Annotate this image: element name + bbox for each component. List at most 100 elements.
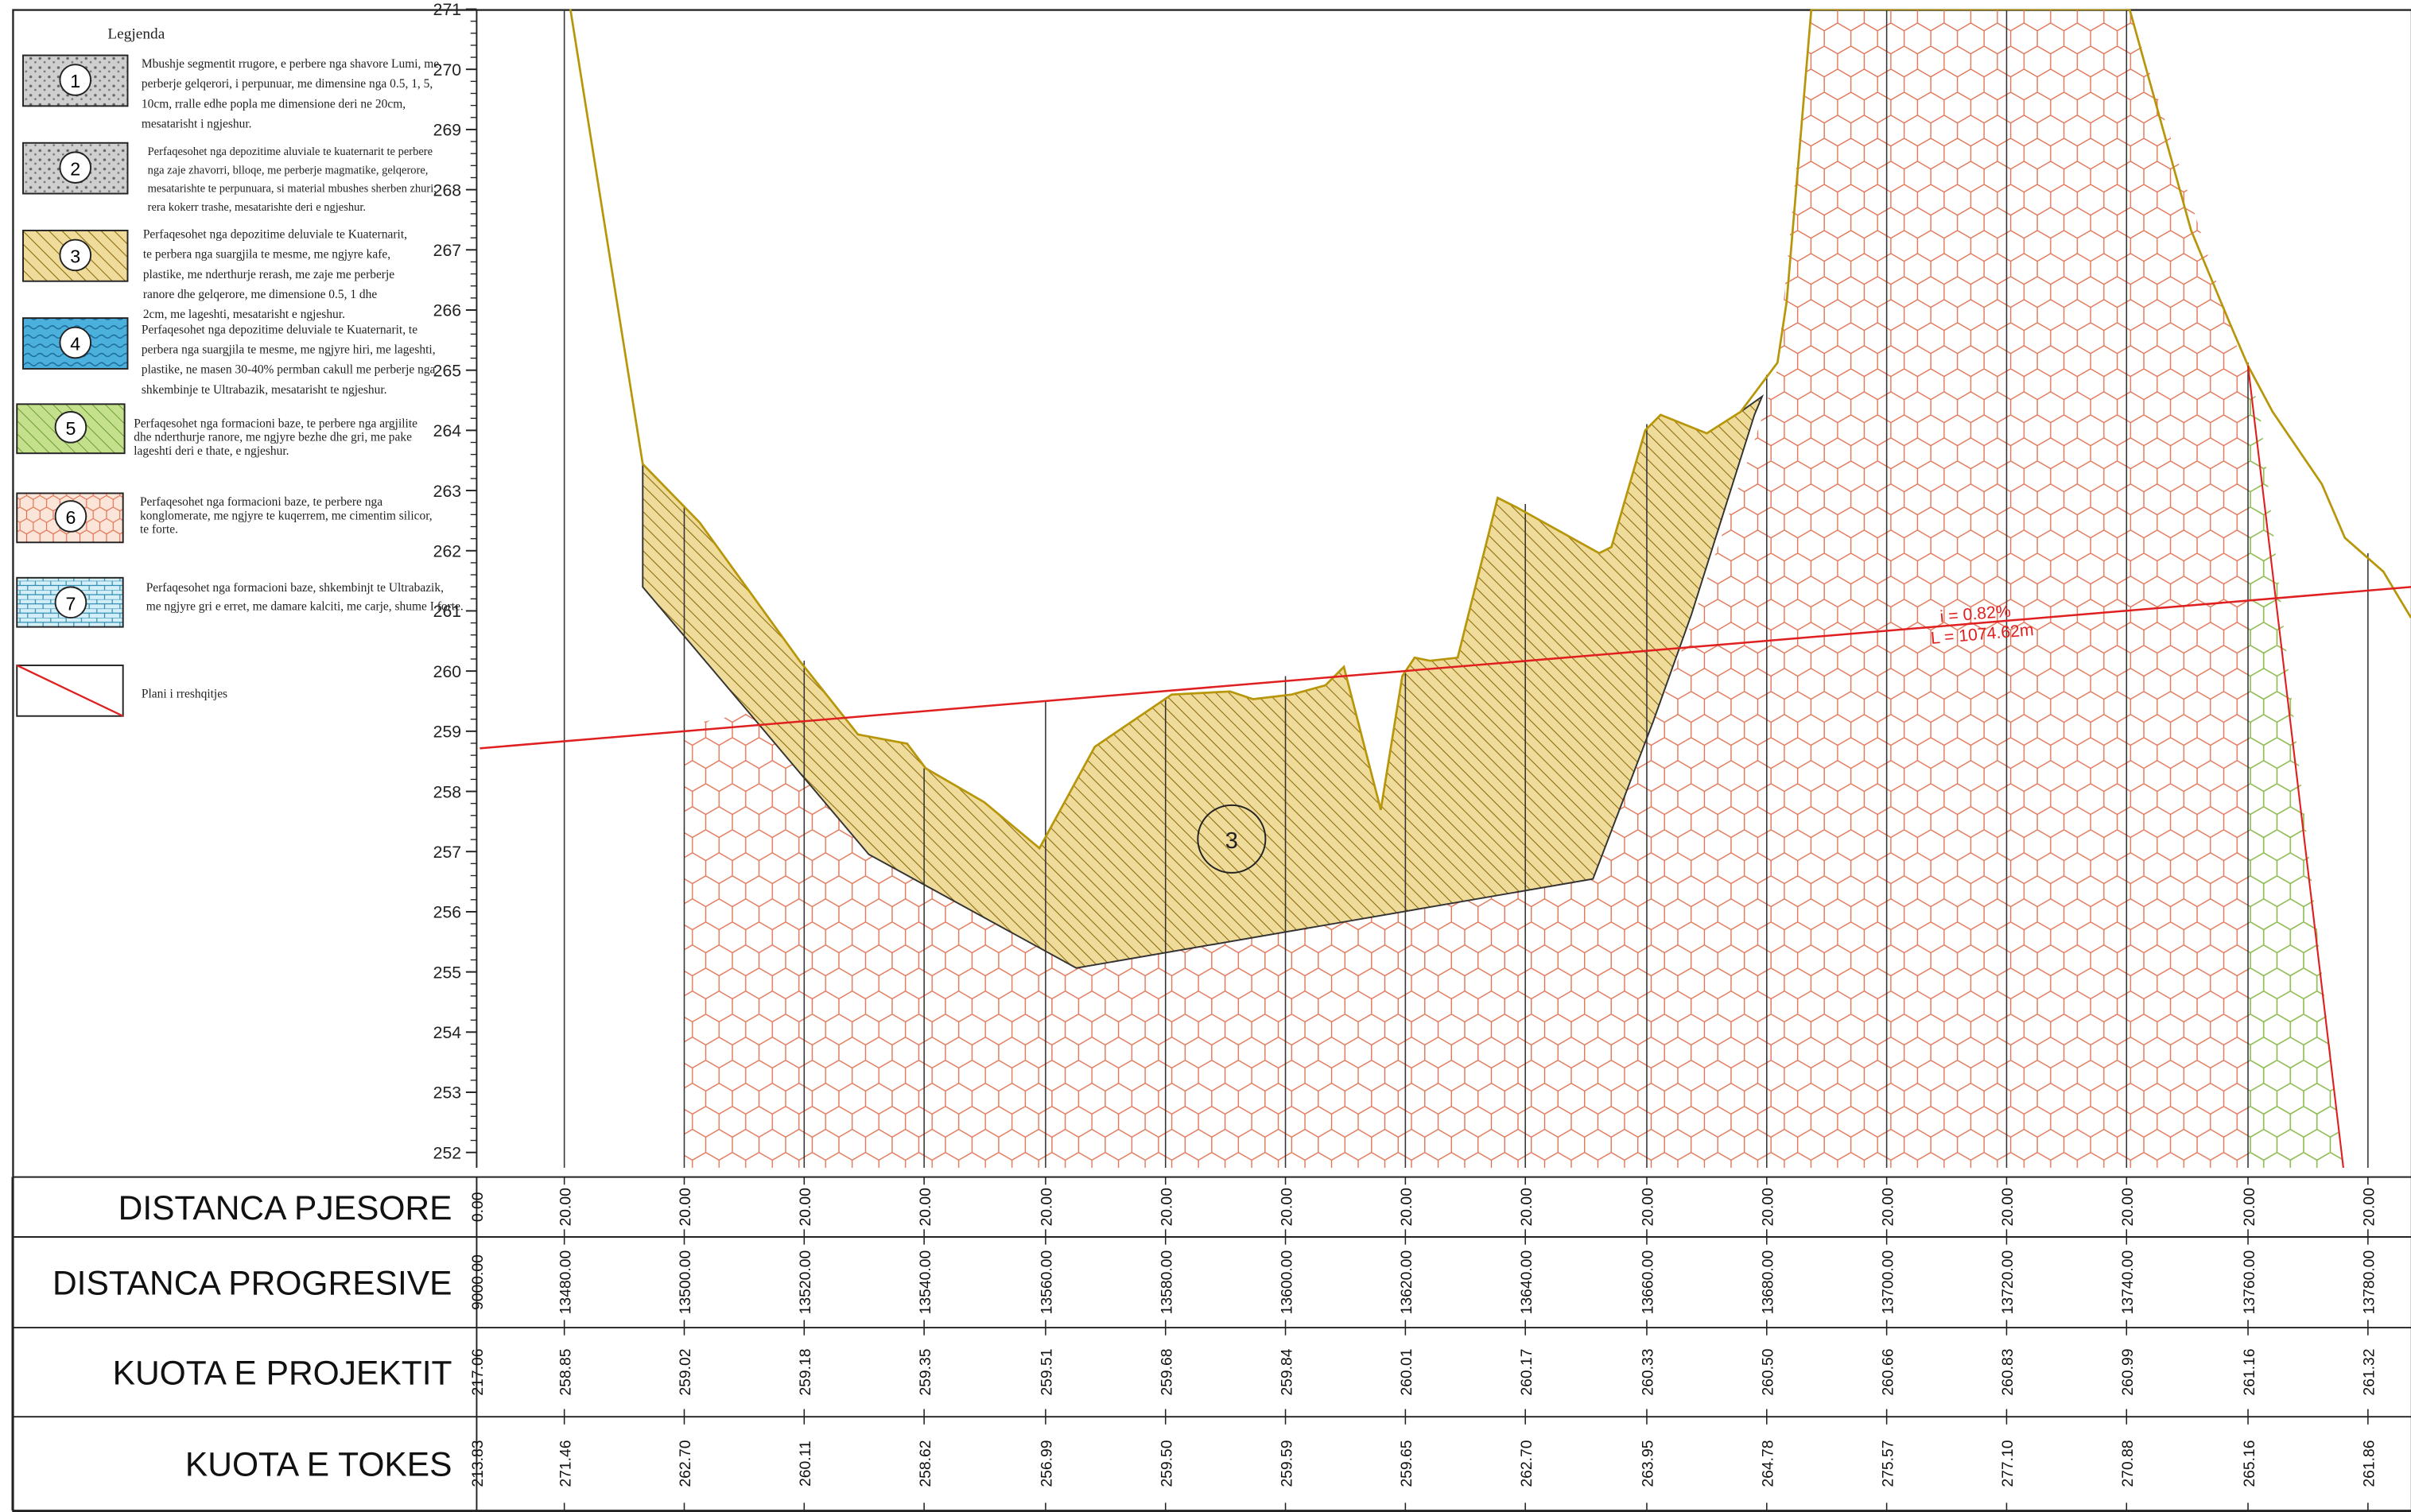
layer-3-marker — [1197, 804, 1267, 874]
elevation-tick-label: 263 — [433, 482, 461, 501]
table-cell: 258.62 — [918, 1440, 934, 1487]
elevation-tick-label: 264 — [433, 421, 462, 440]
legend-item-4-id: 4 — [70, 334, 80, 355]
svg-text:Mbushje segmentit rrugore, e p: Mbushje segmentit rrugore, e perbere nga… — [142, 57, 439, 130]
legend-item-5-line-2: dhe nderthurje ranore, me ngjyre bezhe d… — [134, 431, 412, 444]
table-cell: 13640.00 — [1519, 1250, 1536, 1315]
table-cell: 13780.00 — [2362, 1250, 2378, 1315]
legend-item-4-line-2: perbera nga suargjila te mesme, me ngjyr… — [142, 343, 436, 357]
table-grid — [11, 1176, 2411, 1512]
table-cell: 13760.00 — [2242, 1250, 2258, 1315]
elevation-tick-label: 268 — [433, 180, 461, 200]
table-cell: 13500.00 — [677, 1250, 694, 1315]
table-cell: 13680.00 — [1761, 1250, 1777, 1315]
table-cell: 13480.00 — [557, 1250, 574, 1315]
legend-item-1-line-2: perberje gelqerori, i perpunuar, me dime… — [142, 77, 433, 91]
legend-item-2-line-3: mesatarishte te perpunuara, si material … — [148, 183, 437, 196]
table-cell: 20.00 — [1640, 1188, 1657, 1226]
table-cell: 261.86 — [2362, 1440, 2378, 1487]
legend-item-7-line-2: me ngjyre gri e erret, me damare kalciti… — [146, 599, 464, 613]
station-lines — [563, 9, 2369, 1169]
table-cell: 20.00 — [1399, 1188, 1415, 1226]
legend-item-4-line-3: plastike, ne masen 30-40% permban cakull… — [142, 363, 436, 377]
table-cell-first: 213.83 — [470, 1440, 487, 1487]
table-cell: 20.00 — [1880, 1188, 1897, 1226]
legend-item-4: 4 Perfaqesohet nga depozitime deluviale … — [22, 317, 436, 397]
legend-item-6: 6 Perfaqesohet nga formacioni baze, te p… — [16, 492, 433, 544]
slip-plane-line — [479, 586, 2411, 750]
table-cell: 20.00 — [1279, 1188, 1295, 1226]
elevation-tick-label: 265 — [433, 361, 461, 380]
elevation-tick-label: 256 — [433, 903, 461, 922]
legend-item-3-line-5: 2cm, me lageshti, mesatarisht e ngjeshur… — [143, 308, 345, 321]
table-cell: 265.16 — [2242, 1440, 2258, 1487]
elevation-tick-label: 260 — [433, 662, 461, 681]
table-cell: 260.01 — [1399, 1349, 1415, 1396]
table-cell: 20.00 — [798, 1188, 814, 1226]
legend-item-7: 7 Perfaqesohet nga formacioni baze, shke… — [16, 576, 464, 628]
table-cell: 20.00 — [918, 1188, 934, 1226]
table-cell: 277.10 — [2000, 1440, 2017, 1487]
data-table: DISTANCA PJESORE DISTANCA PROGRESIVE KUOTA… — [11, 1176, 2411, 1512]
legend-plan-label: Plani i rreshqitjes — [142, 688, 227, 701]
table-cell: 261.32 — [2362, 1349, 2378, 1396]
legend-item-1-line-4: mesatarisht i ngjeshur. — [142, 117, 252, 130]
table-cell: 264.78 — [1761, 1440, 1777, 1487]
legend-item-7-id: 7 — [65, 593, 76, 614]
table-cell: 20.00 — [1159, 1188, 1175, 1226]
legend-item-1-line-3: 10cm, rralle edhe popla me dimensione de… — [142, 97, 406, 110]
elevation-axis: 252 253 254 255 256 257 258 259 260 261 262 263 264 2… — [433, 0, 478, 1169]
elevation-tick-label: 253 — [433, 1084, 461, 1103]
elevation-tick-label: 266 — [433, 301, 461, 320]
profile-section: 3 i = 0.82% L = 1074.62m — [479, 9, 2411, 1169]
table-cell: 13540.00 — [918, 1250, 934, 1315]
legend-item-6-id: 6 — [65, 507, 76, 528]
layer-3-marker-label: 3 — [1225, 828, 1238, 854]
legend-item-slip-plane: Plani i rreshqitjes — [16, 664, 227, 717]
table-cell: 262.70 — [1519, 1440, 1536, 1487]
legend-item-5-id: 5 — [65, 418, 76, 439]
svg-text:Perfaqesohet nga depozitime de: Perfaqesohet nga depozitime deluviale te… — [143, 228, 407, 322]
table-cell: 13580.00 — [1159, 1250, 1175, 1315]
table-cell: 13620.00 — [1399, 1250, 1415, 1315]
table-cell: 20.00 — [677, 1188, 694, 1226]
table-cell: 13700.00 — [1880, 1250, 1897, 1315]
table-cell: 260.50 — [1761, 1349, 1777, 1396]
svg-text:Perfaqesohet nga depozitime al: Perfaqesohet nga depozitime aluviale te … — [148, 145, 437, 214]
table-cell: 259.59 — [1279, 1440, 1295, 1487]
legend-item-2-line-1: Perfaqesohet nga depozitime aluviale te … — [148, 145, 433, 158]
table-cell-first: 217.06 — [470, 1349, 487, 1396]
legend-item-3-line-1: Perfaqesohet nga depozitime deluviale te… — [143, 228, 407, 242]
elevation-tick-label: 262 — [433, 541, 461, 560]
elevation-tick-label: 261 — [433, 602, 461, 621]
legend-item-2: 2 Perfaqesohet nga depozitime aluviale t… — [22, 142, 437, 214]
table-cell-first: 9000.00 — [470, 1254, 487, 1310]
table-cell: 260.11 — [798, 1440, 814, 1487]
table-cell-first: 0.00 — [470, 1192, 487, 1223]
table-cell: 256.99 — [1039, 1440, 1056, 1487]
table-cell: 20.00 — [1761, 1188, 1777, 1226]
table-cell: 259.50 — [1159, 1440, 1175, 1487]
legend-item-2-line-2: nga zaje zhavorri, blloqe, me perberje m… — [148, 164, 429, 176]
table-cell: 259.84 — [1279, 1348, 1295, 1395]
legend-item-3: 3 Perfaqesohet nga depozitime deluviale … — [22, 228, 407, 322]
table-cell: 20.00 — [1519, 1188, 1536, 1226]
table-cell: 260.99 — [2120, 1349, 2137, 1396]
ground-surface-line — [569, 9, 2411, 851]
legend-item-1: 1 Mbushje segmentit rrugore, e perbere n… — [22, 54, 439, 130]
svg-text:Perfaqesohet nga formacioni ba: Perfaqesohet nga formacioni baze, te per… — [134, 417, 417, 458]
svg-text:Perfaqesohet nga depozitime de: Perfaqesohet nga depozitime deluviale te… — [142, 323, 436, 396]
legend-item-7-line-1: Perfaqesohet nga formacioni baze, shkemb… — [146, 581, 444, 595]
table-cell: 260.66 — [1880, 1349, 1897, 1396]
legend-item-2-id: 2 — [70, 158, 80, 179]
legend-item-2-line-4: rera kokerr trashe, mesatarishte deri e … — [148, 201, 366, 214]
elevation-tick-label: 255 — [433, 963, 461, 982]
table-cell: 260.33 — [1640, 1349, 1657, 1396]
table-cell: 259.35 — [918, 1349, 934, 1396]
table-row-title: DISTANCA PROGRESIVE — [52, 1264, 452, 1302]
table-row-title: KUOTA E PROJEKTIT — [113, 1355, 452, 1393]
legend-item-5-line-1: Perfaqesohet nga formacioni baze, te per… — [134, 417, 417, 430]
table-cell: 13720.00 — [2000, 1250, 2017, 1315]
legend-item-6-line-2: konglomerate, me ngjyre te kuqerrem, me … — [140, 509, 433, 522]
